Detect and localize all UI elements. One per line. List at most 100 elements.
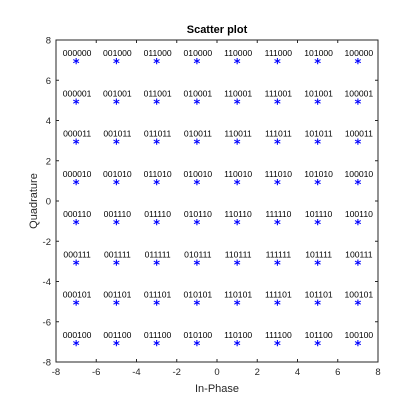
point-label: 001010 [103,169,132,179]
data-point: * [234,138,241,153]
data-point: * [73,97,80,112]
x-tick-label: 2 [255,367,260,378]
data-point: * [274,339,281,354]
data-point: * [113,299,120,314]
data-point: * [354,178,361,193]
point-label: 100111 [345,249,373,259]
y-tick-label: 0 [46,197,51,208]
data-point: * [193,138,200,153]
point-label: 100110 [345,209,373,219]
point-label: 011010 [144,169,172,179]
data-point: * [73,138,80,153]
x-tick-label: 4 [295,367,300,378]
data-point: * [153,57,160,72]
point-label: 111100 [265,330,292,340]
point-label: 111011 [265,129,292,139]
point-label: 010110 [184,209,212,219]
data-point: * [153,178,160,193]
y-tick-label: -8 [43,358,51,369]
data-point: * [354,339,361,354]
point-label: 000101 [63,290,92,300]
point-label: 111010 [265,169,293,179]
point-label: 101110 [305,209,333,219]
data-point: * [73,178,80,193]
point-label: 111111 [266,249,292,259]
data-point: * [314,218,321,233]
data-point: * [274,258,281,273]
point-label: 000000 [63,48,92,58]
data-point: * [354,97,361,112]
point-label: 001000 [103,48,132,58]
data-point: * [314,178,321,193]
point-label: 000111 [63,249,91,259]
data-point: * [354,258,361,273]
data-point: * [314,339,321,354]
point-label: 101111 [305,249,332,259]
data-point: * [153,97,160,112]
data-point: * [354,138,361,153]
data-point: * [193,57,200,72]
point-label: 101010 [304,169,333,179]
data-point: * [314,97,321,112]
point-label: 111000 [265,48,293,58]
point-label: 001101 [103,290,131,300]
data-point: * [234,218,241,233]
data-point: * [153,339,160,354]
y-axis-title: Quadrature [28,173,40,229]
point-label: 000011 [63,129,91,139]
point-label: 010100 [184,330,213,340]
data-point: * [113,97,120,112]
data-point: * [274,138,281,153]
point-label: 110001 [224,88,252,98]
x-tick-label: 8 [375,367,380,378]
point-label: 100000 [345,48,374,58]
x-tick-label: -6 [92,367,100,378]
data-point: * [274,97,281,112]
point-label: 011111 [145,249,171,259]
point-label: 001111 [104,249,131,259]
data-point: * [274,299,281,314]
x-tick-label: -2 [173,367,181,378]
data-point: * [73,258,80,273]
data-points: * * * * * * * * * * * * * * * * * * * * * * * * * * * * * * * * * * * * * * * *… [73,57,362,354]
point-label: 110010 [224,169,252,179]
data-point: * [354,299,361,314]
y-tick-label: -4 [43,277,51,288]
point-label: 000100 [63,330,92,340]
point-label: 100100 [345,330,374,340]
point-label: 110100 [224,330,252,340]
y-tick-label: 8 [46,36,51,47]
point-label: 101000 [304,48,333,58]
point-label: 110011 [224,129,252,139]
data-point: * [234,339,241,354]
data-point: * [113,138,120,153]
point-label: 100011 [345,129,373,139]
y-tick-label: -6 [43,317,51,328]
point-label: 010011 [184,129,212,139]
data-point: * [193,258,200,273]
data-point: * [113,178,120,193]
point-label: 011101 [144,290,172,300]
point-label: 010000 [184,48,213,58]
point-label: 100001 [345,88,374,98]
y-tick-label: -2 [43,237,51,248]
data-point: * [73,339,80,354]
data-point: * [234,258,241,273]
data-point: * [153,299,160,314]
chart-title: Scatter plot [187,24,248,36]
point-label: 010001 [184,88,213,98]
data-point: * [234,97,241,112]
point-label: 111110 [265,209,291,219]
point-label: 001110 [104,209,132,219]
point-labels: 000000 001000 011000 010000 110000 111000 1010… [63,48,374,340]
y-tick-label: 4 [46,116,51,127]
axis-ticks: -8 -6 -4 -2 0 2 4 6 8 -8 -6 -4 -2 0 2 4 6 8 [43,36,381,379]
point-label: 011001 [144,88,172,98]
data-point: * [354,57,361,72]
x-tick-label: -4 [132,367,140,378]
point-label: 011000 [144,48,172,58]
point-label: 101001 [304,88,333,98]
data-point: * [193,299,200,314]
y-tick-label: 6 [46,76,51,87]
